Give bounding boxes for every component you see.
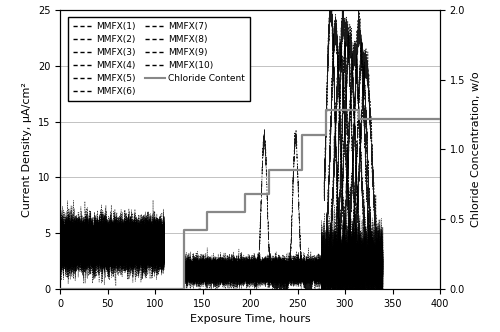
Legend: MMFX(1), MMFX(2), MMFX(3), MMFX(4), MMFX(5), MMFX(6), MMFX(7), MMFX(8), MMFX(9),: MMFX(1), MMFX(2), MMFX(3), MMFX(4), MMFX… <box>68 17 250 101</box>
X-axis label: Exposure Time, hours: Exposure Time, hours <box>190 314 310 324</box>
Y-axis label: Chloride Concentration, w/o: Chloride Concentration, w/o <box>470 72 480 227</box>
Y-axis label: Current Density, μA/cm²: Current Density, μA/cm² <box>22 82 32 217</box>
